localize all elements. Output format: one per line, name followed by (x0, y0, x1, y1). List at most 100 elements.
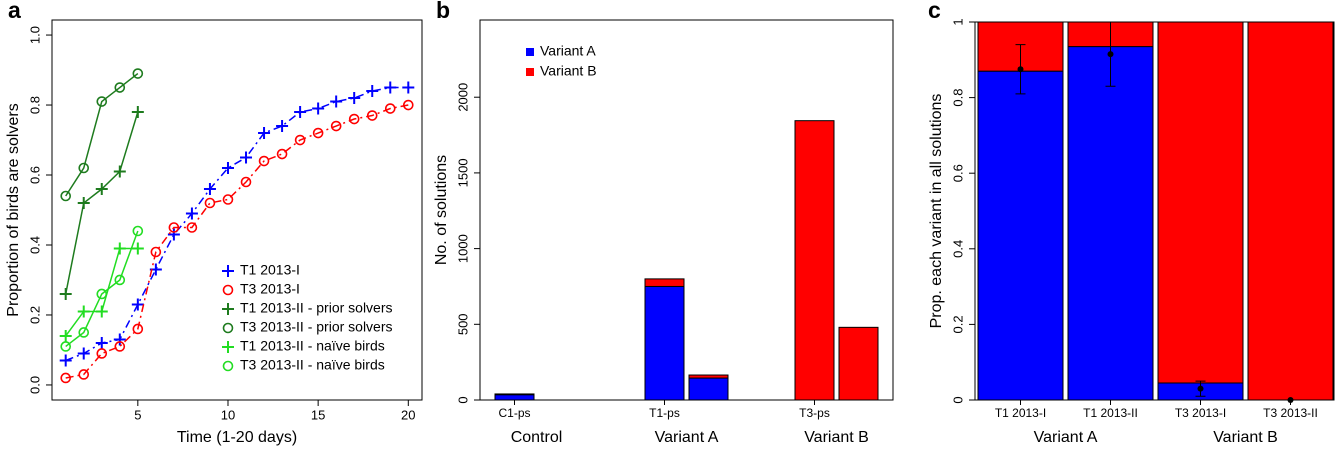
marker-circle (258, 155, 270, 167)
x-tick-label: T3 2013-II (1263, 406, 1318, 420)
legend-label: T3 2013-I (240, 281, 300, 297)
marker-plus (222, 265, 234, 277)
marker-plus (167, 228, 180, 241)
marker-plus (113, 165, 126, 178)
marker-circle (96, 348, 108, 359)
marker-plus (222, 341, 234, 353)
marker-plus (203, 183, 216, 196)
marker-circle (222, 284, 234, 296)
bar-segment (838, 326, 879, 401)
y-tick-label: 0.4 (27, 236, 42, 254)
marker-circle (366, 110, 378, 121)
y-axis-label: Proportion of birds are solvers (5, 103, 22, 316)
y-tick-label: 0.4 (950, 240, 965, 258)
marker-plus (258, 127, 271, 140)
y-tick-label: 0.2 (27, 306, 42, 324)
marker-plus (402, 81, 415, 94)
bar-segment (644, 278, 685, 287)
marker-circle (60, 190, 72, 202)
x-tick-label: 5 (134, 407, 141, 422)
y-tick-label: 0.0 (27, 376, 42, 394)
marker-plus (77, 347, 90, 360)
bar-segment (494, 393, 535, 396)
marker-plus (59, 287, 72, 300)
bar-segment (494, 394, 535, 401)
x-tick-label: T1 2013-II (1083, 406, 1138, 420)
marker-circle (294, 134, 306, 146)
marker-circle (114, 274, 126, 286)
y-tick-label: 0.6 (27, 166, 42, 184)
mean-point (1197, 385, 1204, 392)
marker-plus (348, 92, 361, 105)
marker-plus (95, 183, 108, 196)
marker-circle (222, 322, 234, 334)
y-tick-label: 2000 (455, 83, 470, 112)
bar-segment (1067, 46, 1154, 401)
marker-plus (95, 336, 108, 349)
y-tick-label: 1500 (455, 158, 470, 187)
marker-plus (222, 303, 234, 315)
mean-point (1017, 66, 1024, 73)
x-tick-label: 10 (221, 407, 235, 422)
series-line (65, 104, 409, 379)
x-tick-label: C1-ps (498, 406, 530, 420)
marker-circle (96, 96, 108, 107)
marker-circle (96, 288, 108, 300)
plot-frame (51, 19, 423, 401)
x-axis-label: Time (1-20 days) (177, 429, 297, 446)
y-tick-label: 0 (950, 396, 965, 403)
legend-label: Variant B (540, 63, 597, 79)
y-tick-label: 0.6 (950, 164, 965, 182)
x-tick-label: T3-ps (799, 406, 830, 420)
panel-label: a (8, 0, 21, 23)
marker-circle (78, 162, 90, 174)
marker-plus (312, 102, 325, 115)
group-label: Variant B (1213, 429, 1278, 446)
group-label: Variant A (655, 429, 719, 446)
legend-swatch (526, 68, 534, 76)
y-tick-label: 0.2 (950, 315, 965, 333)
x-tick-label: T3 2013-I (1175, 406, 1226, 420)
legend-label: T1 2013-II - naïve birds (240, 338, 385, 354)
marker-plus (330, 95, 343, 108)
x-tick-label: T1-ps (649, 406, 680, 420)
legend-label: T1 2013-II - prior solvers (240, 300, 393, 316)
marker-plus (77, 197, 90, 210)
plot-frame (974, 21, 1335, 401)
panel-label: c (928, 0, 941, 23)
series-line (64, 111, 139, 295)
marker-circle (222, 360, 234, 372)
bar-segment (1247, 21, 1334, 401)
x-tick-label: 20 (401, 407, 415, 422)
marker-plus (113, 333, 126, 346)
legend-label: T3 2013-II - prior solvers (240, 319, 393, 335)
legend-swatch (526, 48, 534, 56)
marker-circle (60, 372, 72, 384)
y-axis-label: Prop. each variant in all solutions (928, 94, 945, 329)
marker-plus (276, 120, 289, 133)
marker-circle (222, 194, 234, 205)
marker-circle (132, 323, 144, 335)
y-axis-label: No. of solutions (433, 155, 450, 265)
legend-label: Variant A (540, 43, 596, 59)
legend-label: T1 2013-I (240, 262, 300, 278)
bar-segment (794, 120, 835, 401)
bar-segment (688, 377, 729, 401)
y-tick-label: 500 (455, 313, 470, 335)
marker-plus (221, 162, 234, 175)
marker-circle (384, 103, 396, 114)
marker-plus (240, 151, 253, 164)
bar-segment (1157, 21, 1244, 384)
marker-plus (77, 305, 90, 318)
y-tick-label: 1 (950, 18, 965, 25)
marker-circle (78, 327, 90, 338)
bar-segment (644, 285, 685, 401)
plot-frame (479, 19, 894, 401)
group-label: Variant B (804, 429, 869, 446)
marker-plus (131, 106, 144, 119)
y-tick-label: 1000 (455, 234, 470, 263)
marker-circle (402, 99, 414, 111)
marker-plus (59, 354, 72, 367)
panel-label: b (436, 0, 450, 23)
marker-circle (348, 113, 360, 125)
